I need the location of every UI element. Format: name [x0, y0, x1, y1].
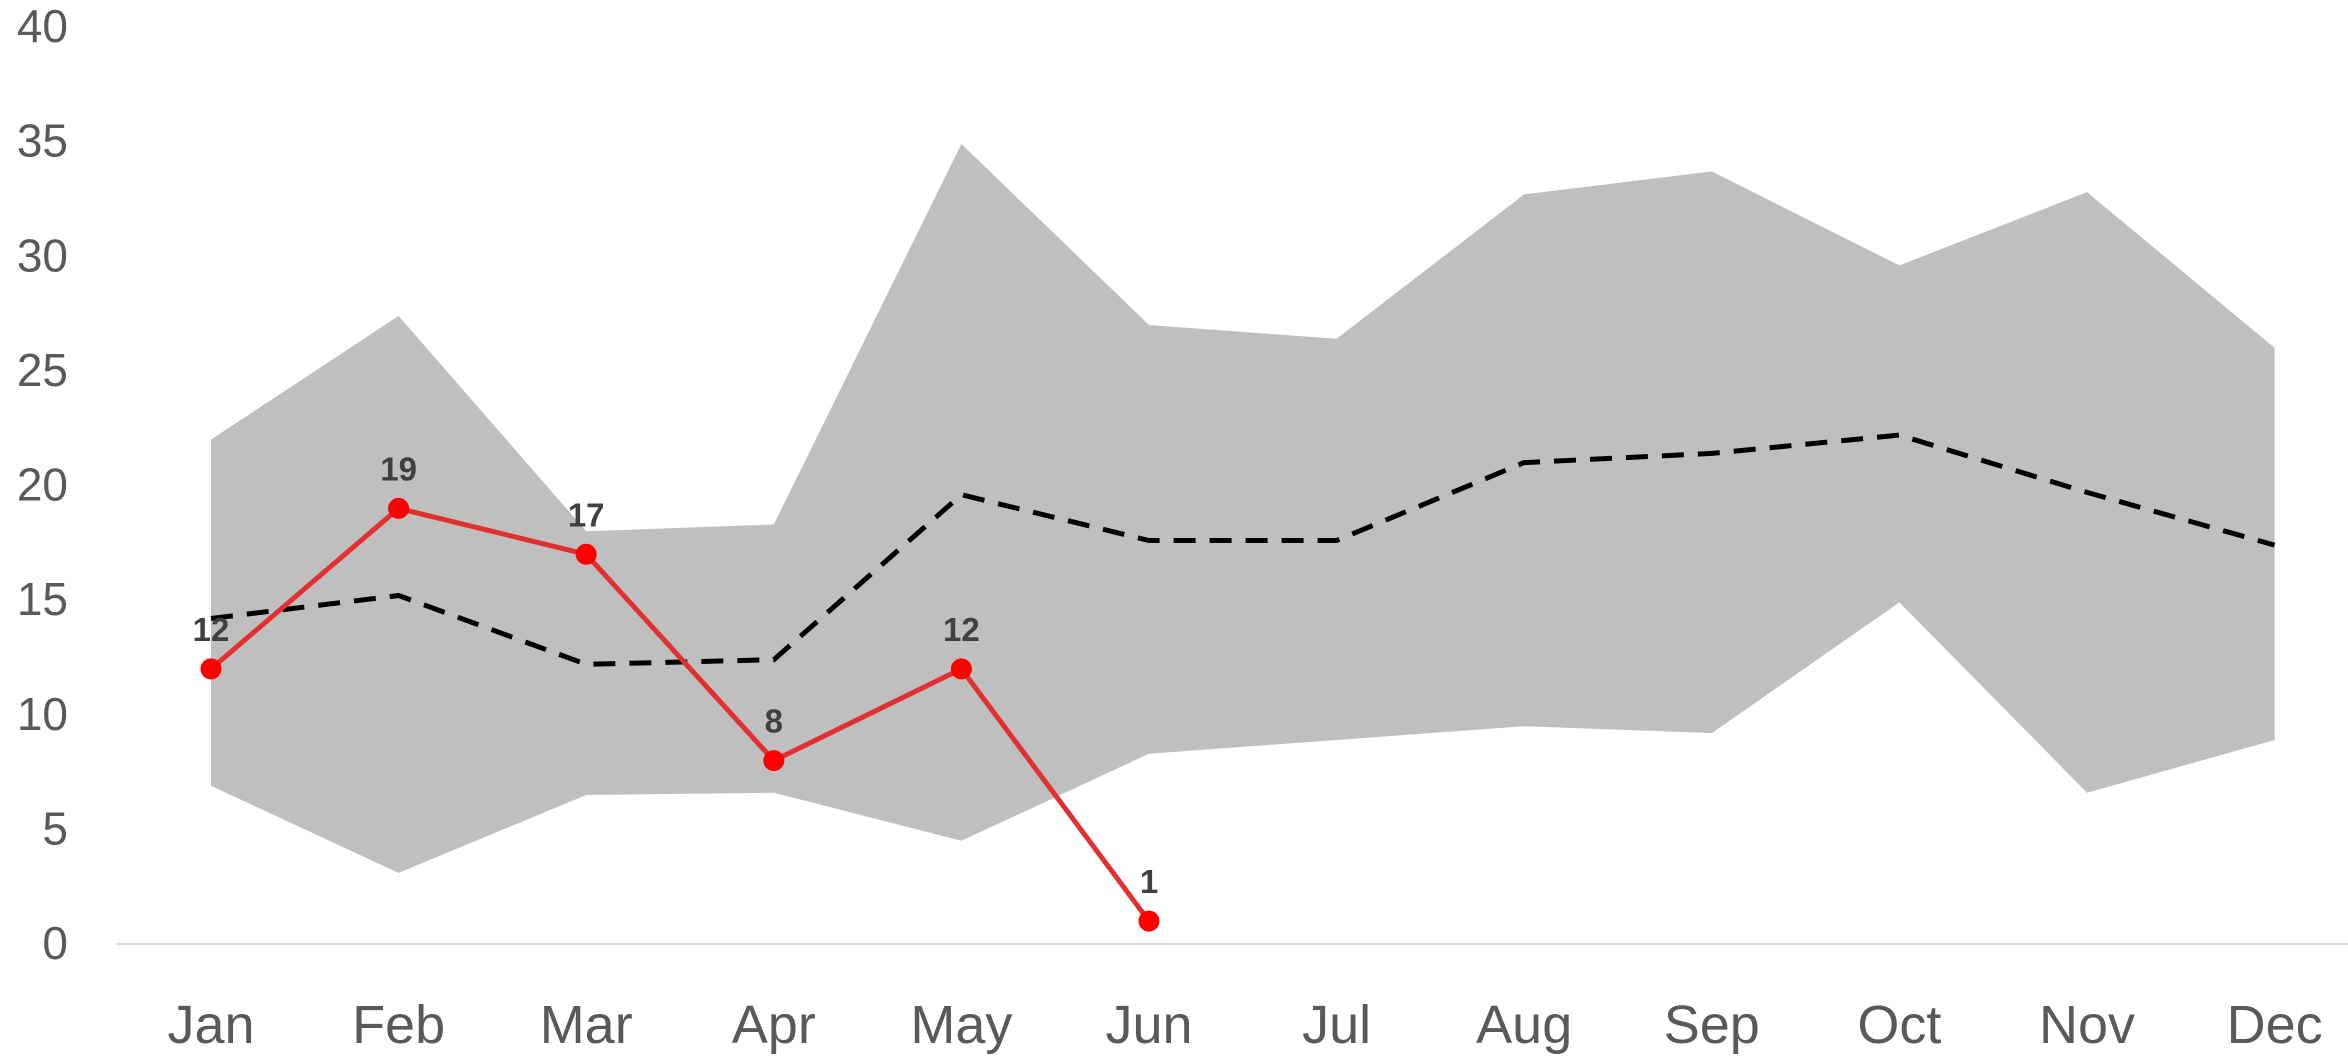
range-band	[211, 143, 2275, 873]
actual-point-jun	[1138, 910, 1160, 932]
x-tick-label-aug: Aug	[1476, 995, 1572, 1055]
average-series-line	[210, 432, 2276, 667]
x-tick-label-feb: Feb	[352, 995, 445, 1055]
y-axis-ticks: 0 5 10 15 20 25 30 35 40	[17, 0, 68, 969]
y-tick-label-0: 0	[42, 917, 68, 969]
actual-point-may	[950, 658, 972, 680]
data-label-feb: 19	[380, 450, 417, 487]
actual-point-feb	[388, 497, 410, 519]
y-tick-label-40: 40	[17, 0, 68, 52]
x-tick-label-may: May	[910, 995, 1012, 1055]
y-tick-label-20: 20	[17, 459, 68, 511]
actual-point-apr	[763, 750, 785, 772]
y-tick-label-35: 35	[17, 115, 68, 167]
data-label-mar: 17	[568, 496, 605, 533]
actual-point-mar	[575, 543, 597, 565]
x-tick-label-sep: Sep	[1664, 995, 1760, 1055]
y-tick-label-5: 5	[42, 802, 68, 854]
x-tick-label-dec: Dec	[2227, 995, 2323, 1055]
x-tick-label-oct: Oct	[1857, 995, 1941, 1055]
average-line-layer	[210, 432, 2276, 667]
y-tick-label-30: 30	[17, 229, 68, 281]
data-label-jun: 1	[1140, 863, 1158, 900]
x-tick-label-jul: Jul	[1302, 995, 1371, 1055]
x-tick-label-nov: Nov	[2039, 995, 2135, 1055]
y-tick-label-25: 25	[17, 344, 68, 396]
actual-line-layer	[200, 497, 1160, 932]
x-tick-label-apr: Apr	[732, 995, 816, 1055]
actual-point-jan	[200, 658, 222, 680]
x-tick-label-jan: Jan	[167, 995, 254, 1055]
x-tick-label-jun: Jun	[1105, 995, 1192, 1055]
range-band-layer	[211, 143, 2275, 873]
data-label-may: 12	[943, 611, 980, 648]
y-tick-label-15: 15	[17, 573, 68, 625]
data-label-jan: 12	[193, 611, 230, 648]
x-tick-label-mar: Mar	[540, 995, 633, 1055]
data-label-apr: 8	[765, 703, 783, 740]
actual-series-line	[209, 505, 1152, 923]
y-tick-label-10: 10	[17, 688, 68, 740]
x-axis-ticks: Jan Feb Mar Apr May Jun Jul Aug Sep Oct Nov Dec	[167, 995, 2322, 1055]
data-labels: 12 19 17 8 12 1	[193, 450, 1159, 900]
